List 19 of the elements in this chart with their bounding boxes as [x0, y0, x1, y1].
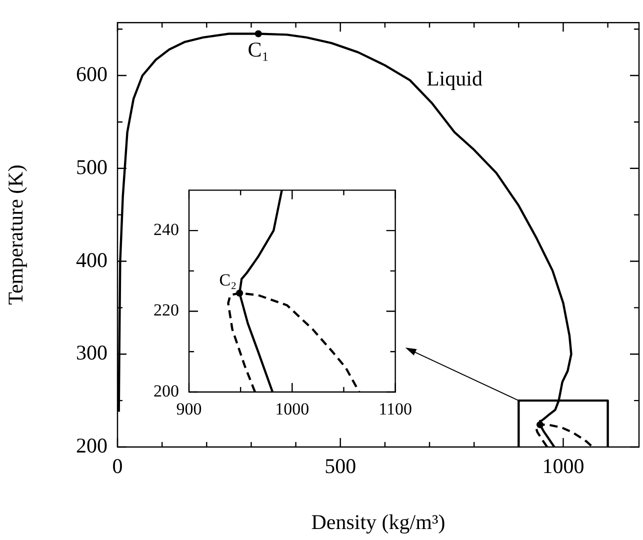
y-tick-label: 220: [154, 300, 179, 320]
x-tick-label: 1000: [275, 400, 310, 419]
y-tick-label: 400: [76, 248, 108, 272]
x-tick-label: 1100: [378, 400, 412, 419]
y-tick-label: 200: [76, 434, 108, 458]
y-tick-label: 600: [76, 62, 108, 86]
y-tick-label: 200: [154, 381, 179, 400]
annotation: C₁: [248, 37, 270, 62]
x-tick-label: 1000: [542, 454, 584, 478]
x-tick-label: 0: [112, 454, 123, 478]
annotation: Liquid: [426, 66, 483, 91]
x-tick-label: 900: [176, 400, 202, 419]
y-tick-label: 300: [76, 340, 108, 365]
x-tick-label: 500: [324, 454, 356, 478]
annotation: C₂: [219, 270, 237, 290]
y-axis-title: Temperature (K): [4, 164, 28, 305]
y-tick-label: 240: [154, 220, 179, 240]
y-tick-label: 500: [76, 154, 108, 179]
x-axis-title: Density (kg/m³): [311, 510, 446, 534]
